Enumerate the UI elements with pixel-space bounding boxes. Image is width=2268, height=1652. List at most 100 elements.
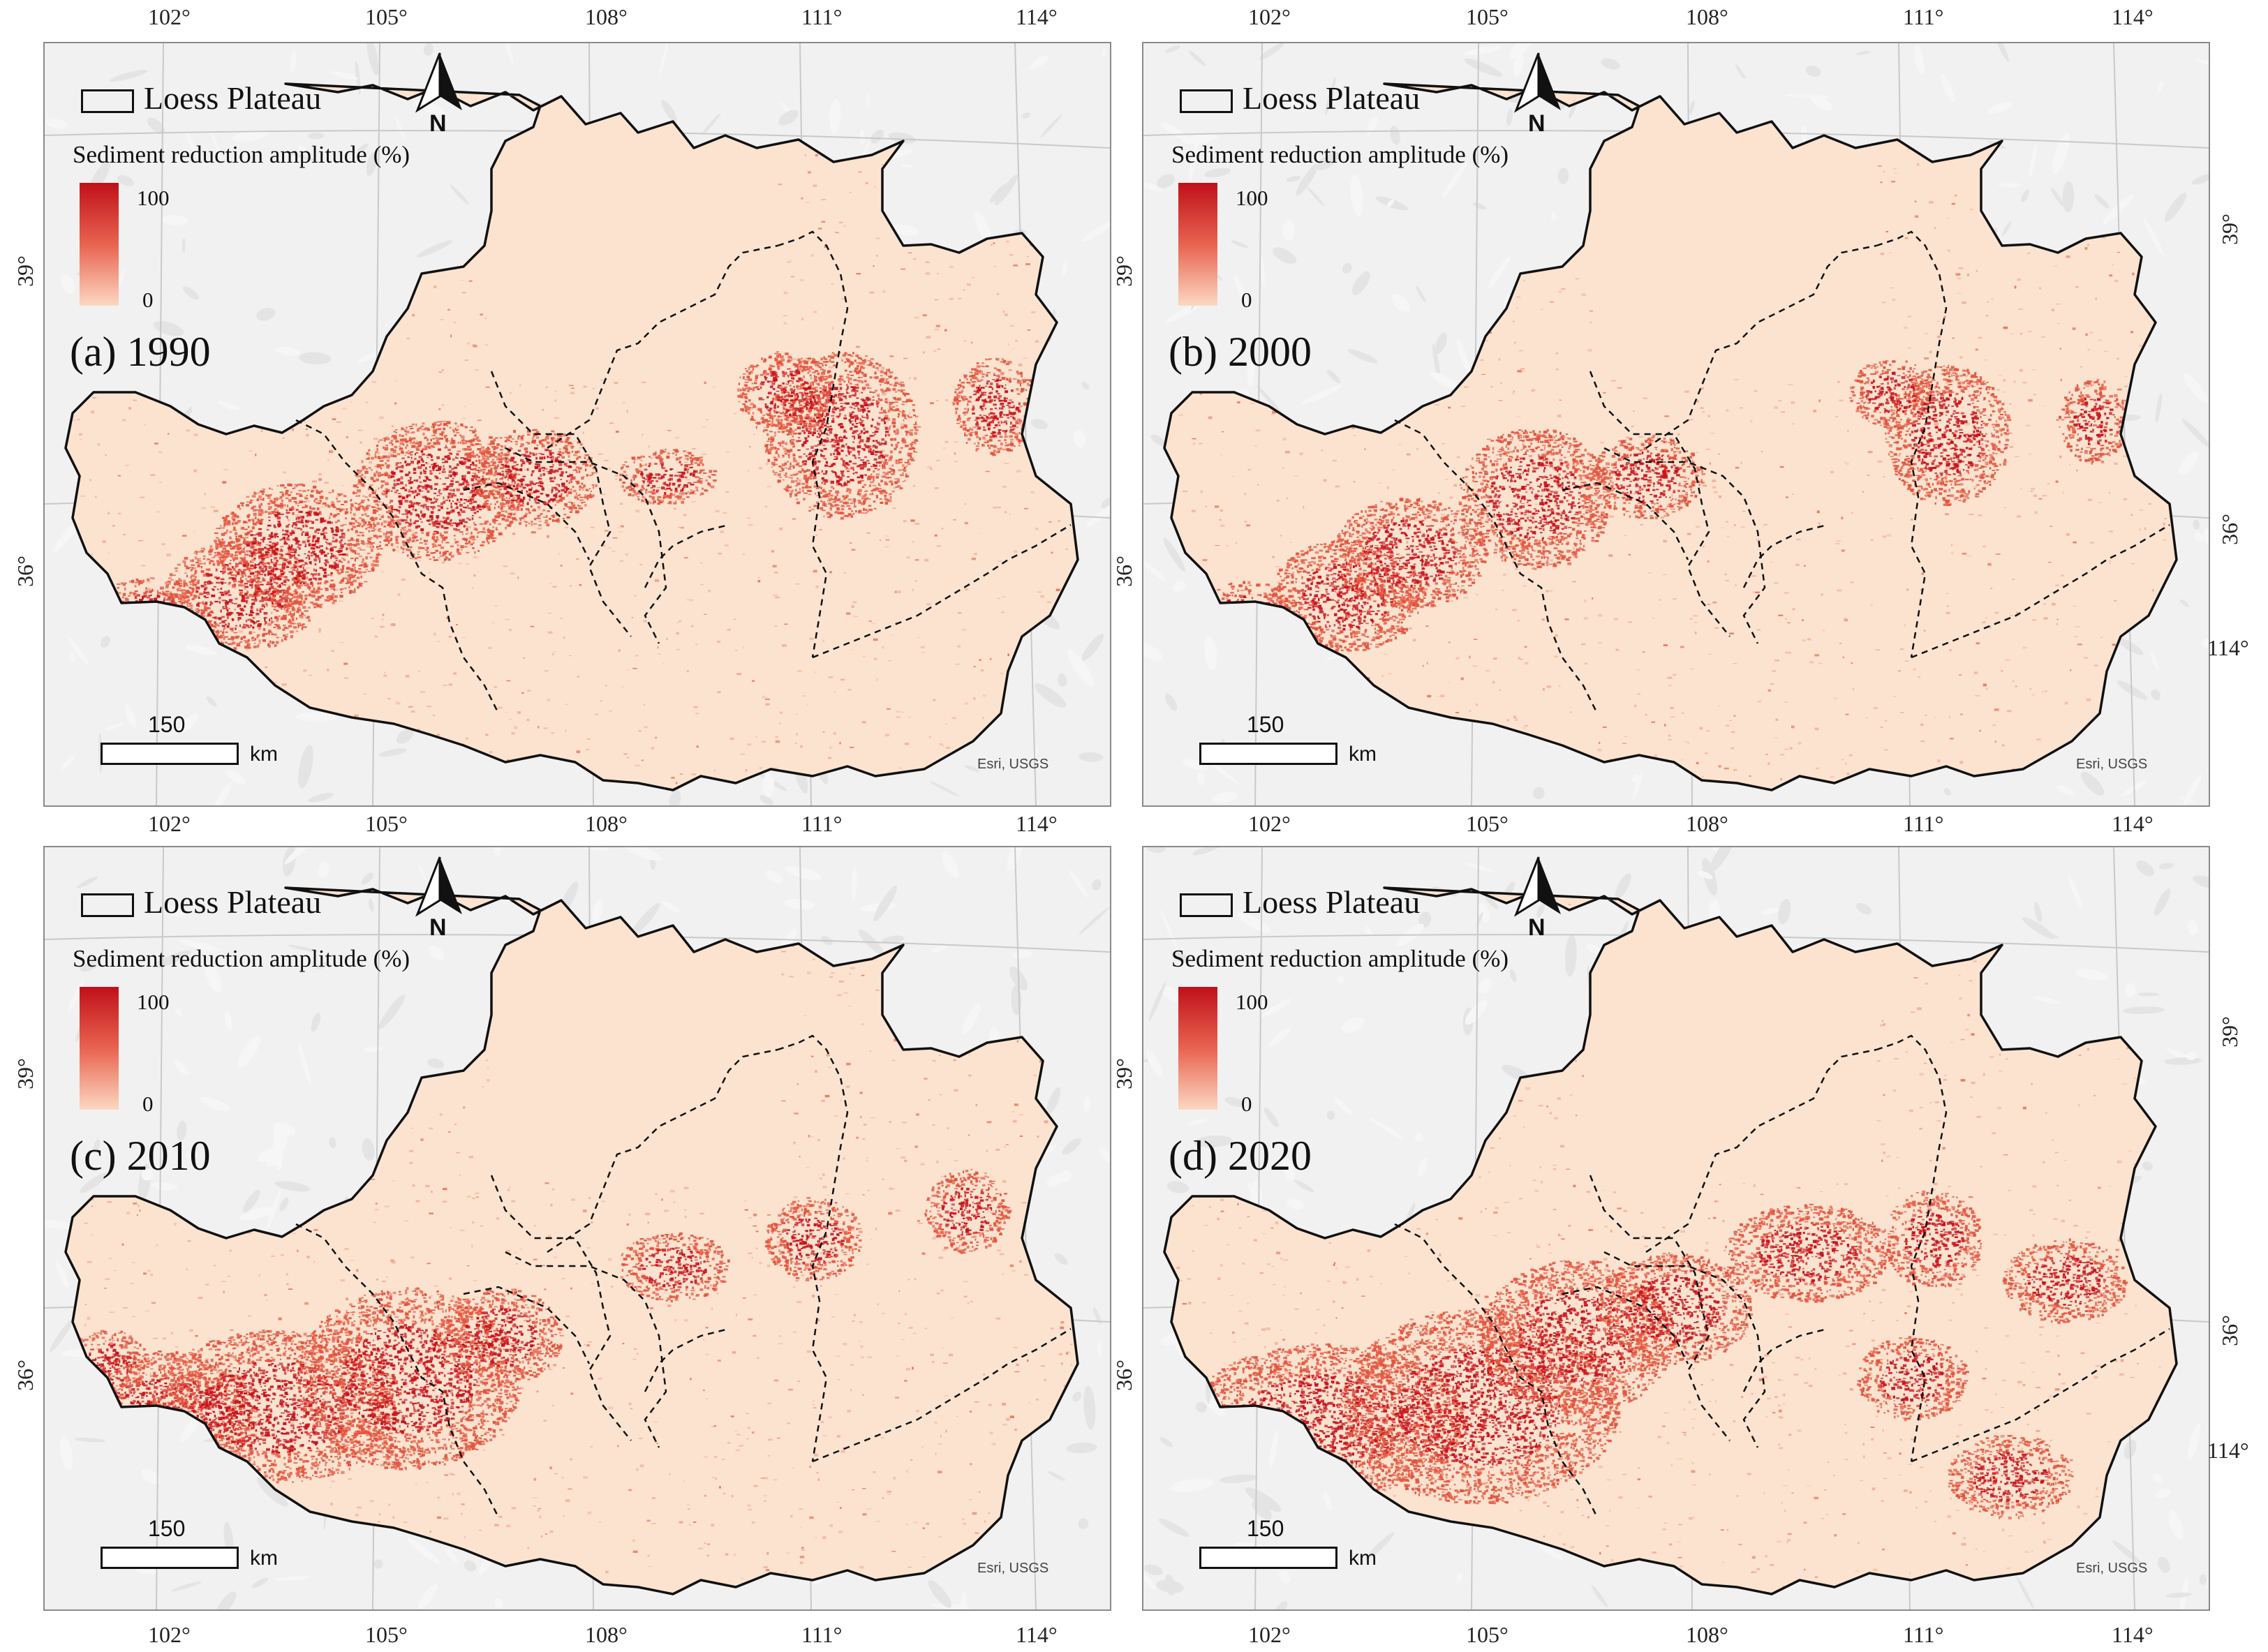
longitude-tick: 102°	[1248, 1622, 1291, 1648]
subregion-boundaries	[1394, 1034, 2170, 1518]
latitude-tick: 39°	[13, 255, 38, 287]
boundary-swatch	[1180, 893, 1233, 918]
panel-label: (a) 1990	[70, 328, 211, 376]
color-ramp	[80, 987, 119, 1110]
north-label: N	[1528, 110, 1546, 137]
ramp-min-label: 0	[142, 288, 154, 313]
legend-ramp-title: Sediment reduction amplitude (%)	[73, 141, 410, 169]
ramp-max-label: 100	[1236, 186, 1268, 211]
ramp-min-label: 0	[1241, 1092, 1252, 1117]
legend-ramp-title: Sediment reduction amplitude (%)	[73, 945, 410, 973]
sediment-reduction-raster	[1172, 903, 2177, 1589]
scale-unit: km	[250, 743, 278, 766]
north-arrow-icon	[1513, 52, 1561, 113]
scale-bar	[1199, 1547, 1337, 1569]
latitude-tick: 36°	[13, 1360, 38, 1391]
scale-bar	[101, 743, 239, 765]
map-canvas	[1143, 43, 2209, 805]
north-label: N	[429, 110, 447, 137]
panel-label: (c) 2010	[70, 1132, 211, 1180]
longitude-tick: 114°	[1016, 811, 1058, 837]
north-arrow-icon	[415, 52, 462, 113]
attribution: Esri, USGS	[977, 757, 1048, 773]
longitude-tick: 102°	[1248, 811, 1291, 837]
attribution: Esri, USGS	[977, 1561, 1048, 1577]
longitude-tick: 108°	[1686, 1622, 1728, 1648]
legend-boundary-label: Loess Plateau	[144, 884, 321, 920]
longitude-tick: 108°	[585, 4, 628, 30]
longitude-tick: 111°	[801, 4, 842, 30]
longitude-tick: 111°	[1903, 1622, 1943, 1648]
longitude-tick: 111°	[1903, 4, 1943, 30]
map-panel: Loess Plateau Sediment reduction amplitud…	[1142, 42, 2210, 807]
scale-unit: km	[250, 1547, 278, 1570]
legend-boundary-entry: Loess Plateau	[81, 80, 321, 117]
scale-value: 150	[1247, 712, 1284, 738]
north-arrow-icon	[1513, 856, 1561, 917]
boundary-swatch	[1180, 89, 1233, 114]
loess-plateau-boundary	[1163, 82, 2178, 791]
map-canvas	[45, 847, 1110, 1609]
longitude-tick: 105°	[365, 4, 408, 30]
latitude-tick: 39°	[2217, 214, 2243, 245]
loess-plateau-boundary	[1163, 886, 2178, 1595]
longitude-tick: 105°	[1466, 1622, 1509, 1648]
latitude-tick: 36°	[13, 556, 38, 587]
longitude-tick: 102°	[148, 4, 191, 30]
longitude-tick: 114°	[2112, 4, 2154, 30]
longitude-tick: 111°	[801, 1622, 842, 1648]
subregion-boundaries	[295, 1034, 1072, 1518]
legend-ramp-title: Sediment reduction amplitude (%)	[1171, 141, 1509, 169]
scale-unit: km	[1349, 743, 1377, 766]
latitude-tick: 36°	[1111, 556, 1137, 587]
north-label: N	[1528, 914, 1546, 942]
longitude-tick: 108°	[1686, 811, 1728, 837]
legend-boundary-entry: Loess Plateau	[1180, 884, 1420, 921]
loess-plateau-boundary	[64, 82, 1079, 791]
longitude-tick: 114°	[2112, 1622, 2154, 1648]
legend-boundary-entry: Loess Plateau	[1180, 80, 1420, 117]
map-panel: Loess Plateau Sediment reduction amplitud…	[43, 42, 1111, 807]
longitude-tick: 111°	[801, 811, 842, 837]
longitude-tick: 108°	[585, 811, 628, 837]
panel-label: (d) 2020	[1169, 1132, 1312, 1180]
panel-label: (b) 2000	[1169, 328, 1312, 376]
scale-value: 150	[1247, 1516, 1284, 1542]
longitude-tick: 105°	[365, 1622, 408, 1648]
map-panel: Loess Plateau Sediment reduction amplitud…	[1142, 846, 2210, 1611]
longitude-tick: 114°	[1016, 1622, 1058, 1648]
longitude-tick: 114°	[2112, 811, 2154, 837]
sediment-reduction-raster	[73, 99, 1078, 786]
latitude-tick: 36°	[1111, 1360, 1137, 1391]
longitude-tick: 108°	[1686, 4, 1728, 30]
boundary-swatch	[81, 89, 134, 114]
boundary-swatch	[81, 893, 134, 918]
ramp-max-label: 100	[1236, 990, 1268, 1015]
map-panel: Loess Plateau Sediment reduction amplitud…	[43, 846, 1111, 1611]
legend-boundary-label: Loess Plateau	[144, 80, 321, 116]
ramp-min-label: 0	[142, 1092, 154, 1117]
longitude-tick: 102°	[148, 1622, 191, 1648]
ramp-max-label: 100	[137, 990, 170, 1015]
latitude-tick: 36°	[2217, 1315, 2243, 1346]
longitude-tick: 111°	[1903, 811, 1943, 837]
subregion-boundaries	[1394, 230, 2170, 714]
scale-unit: km	[1349, 1547, 1377, 1570]
latitude-tick: 36°	[2217, 514, 2243, 545]
color-ramp	[80, 183, 119, 306]
legend-boundary-label: Loess Plateau	[1243, 884, 1420, 920]
north-arrow-icon	[415, 856, 462, 917]
north-label: N	[429, 914, 447, 942]
scale-value: 150	[148, 1516, 185, 1542]
map-canvas	[45, 43, 1110, 805]
legend-ramp-title: Sediment reduction amplitude (%)	[1171, 945, 1509, 973]
color-ramp	[1178, 183, 1217, 306]
longitude-tick: 108°	[585, 1622, 628, 1648]
longitude-tick: 105°	[1466, 811, 1509, 837]
loess-plateau-boundary	[64, 886, 1079, 1595]
longitude-tick: 102°	[148, 811, 191, 837]
latitude-tick: 39°	[1111, 255, 1137, 287]
longitude-tick: 105°	[365, 811, 408, 837]
longitude-tick: 105°	[1466, 4, 1509, 30]
legend-boundary-entry: Loess Plateau	[81, 884, 321, 921]
